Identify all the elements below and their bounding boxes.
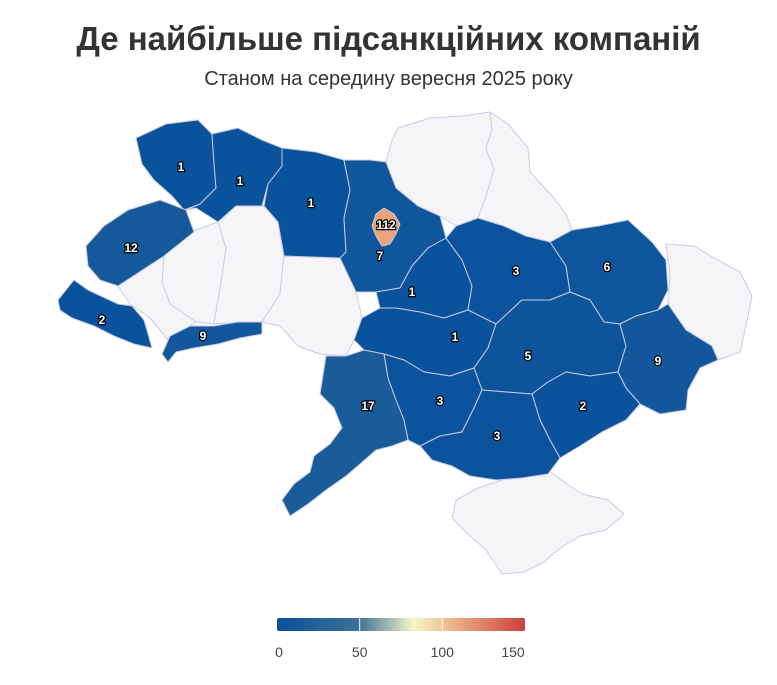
region-chernivtsi[interactable] bbox=[161, 321, 263, 363]
region-kherson[interactable] bbox=[419, 389, 561, 481]
legend-gradient-bar bbox=[277, 618, 525, 631]
label-kherson: 3 bbox=[494, 429, 501, 443]
label-volyn: 1 bbox=[178, 160, 185, 174]
region-kyiv-city[interactable] bbox=[371, 207, 401, 247]
label-kyiv-city: 112 bbox=[376, 218, 396, 232]
color-legend: 0 50 100 150 bbox=[275, 618, 525, 660]
label-chernivtsi: 9 bbox=[200, 329, 207, 343]
region-zakarpattia[interactable] bbox=[57, 279, 153, 349]
label-odesa: 17 bbox=[361, 399, 375, 413]
legend-tick-0: 0 bbox=[275, 644, 283, 660]
label-mykolaiv: 3 bbox=[437, 394, 444, 408]
map-title: Де найбільше підсанкційних компаній bbox=[76, 20, 701, 57]
label-lviv: 12 bbox=[124, 241, 138, 255]
map-subtitle: Станом на середину вересня 2025 року bbox=[204, 68, 573, 90]
region-crimea[interactable] bbox=[451, 469, 625, 575]
legend-tick-50: 50 bbox=[352, 644, 368, 660]
label-kyiv-oblast: 7 bbox=[377, 249, 384, 263]
region-odesa[interactable] bbox=[281, 349, 409, 517]
label-zhytomyr: 1 bbox=[308, 196, 315, 210]
label-donetsk: 9 bbox=[655, 354, 662, 368]
label-cherkasy: 1 bbox=[409, 285, 416, 299]
legend-tick-100: 100 bbox=[431, 644, 455, 660]
label-zaporizhzhia: 2 bbox=[580, 399, 587, 413]
regions-with-data bbox=[57, 119, 719, 517]
label-dnipropetrovsk: 5 bbox=[525, 349, 532, 363]
region-volyn[interactable] bbox=[135, 119, 217, 211]
region-labels: 1 1 1 7 112 12 2 9 1 3 6 1 5 9 2 3 3 17 bbox=[97, 159, 662, 444]
label-kirovohrad: 1 bbox=[452, 330, 459, 344]
region-rivne[interactable] bbox=[185, 127, 283, 223]
label-zakarpattia: 2 bbox=[99, 313, 106, 327]
legend-tick-150: 150 bbox=[501, 644, 525, 660]
label-poltava: 3 bbox=[513, 264, 520, 278]
label-kharkiv: 6 bbox=[604, 260, 611, 274]
region-lviv[interactable] bbox=[85, 199, 195, 287]
regions-no-data bbox=[117, 111, 753, 575]
label-rivne: 1 bbox=[237, 174, 244, 188]
